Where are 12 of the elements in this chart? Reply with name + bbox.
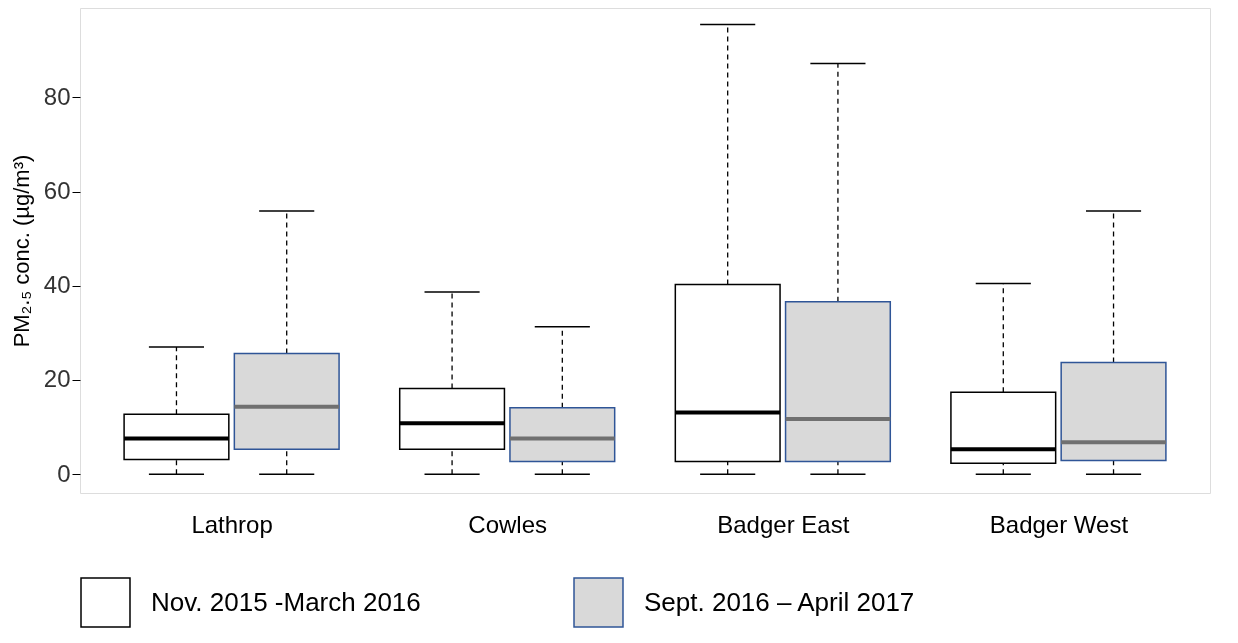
x-tick-label: Lathrop	[191, 510, 273, 538]
legend-label: Sept. 2016 – April 2017	[644, 586, 915, 617]
y-tick-label: 40	[43, 271, 71, 299]
y-tick-label: 20	[43, 365, 71, 393]
x-tick-label: Cowles	[468, 510, 548, 538]
y-tick-label: 0	[57, 459, 71, 487]
y-tick-label: 80	[43, 82, 71, 110]
y-tick-label: 60	[43, 177, 71, 205]
x-tick-label: Badger East	[717, 510, 850, 538]
y-axis-title: PM₂.₅ conc. (µg/m³)	[8, 154, 34, 348]
legend-label: Nov. 2015 -March 2016	[151, 586, 421, 617]
x-tick-label: Badger West	[989, 510, 1129, 538]
